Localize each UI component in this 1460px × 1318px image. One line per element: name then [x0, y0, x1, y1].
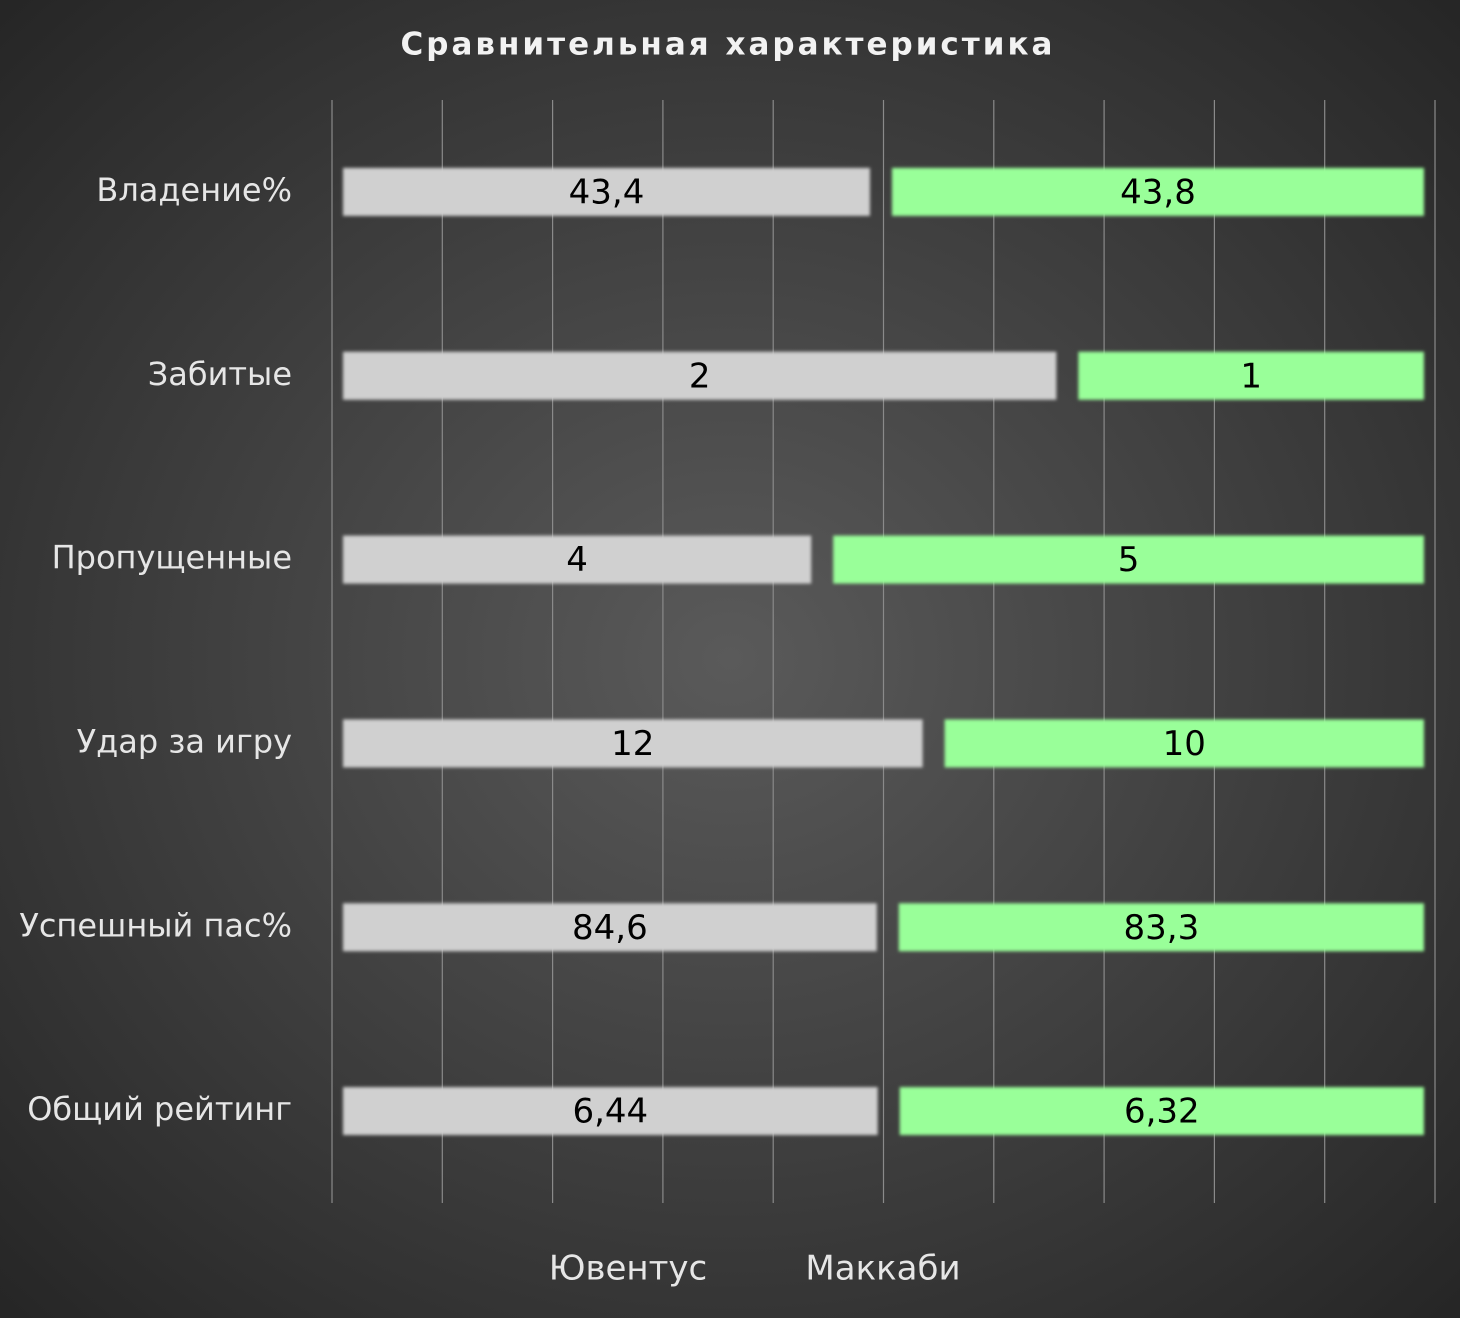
- bar-segment: [343, 903, 877, 952]
- bar-segment: [899, 1087, 1424, 1136]
- data-label: 12: [611, 724, 654, 764]
- data-label: 6,44: [572, 1092, 648, 1132]
- data-label: 4: [566, 540, 588, 580]
- bar-segment: [944, 719, 1424, 768]
- y-tick-label: Успешный пас%: [19, 906, 292, 944]
- y-tick-label: Общий рейтинг: [27, 1090, 292, 1128]
- data-label: 43,4: [569, 172, 645, 212]
- data-label: 84,6: [572, 908, 648, 948]
- data-label: 43,8: [1120, 172, 1196, 212]
- data-label: 83,3: [1124, 908, 1200, 948]
- y-tick-label: Пропущенные: [52, 539, 292, 577]
- bar-segment: [343, 1087, 878, 1136]
- bar-segment: [343, 719, 923, 768]
- y-tick-label: Забитые: [148, 355, 292, 393]
- bar-segment: [833, 535, 1424, 584]
- bar-segment: [343, 351, 1057, 400]
- legend-label: Маккаби: [805, 1249, 960, 1289]
- data-label: 6,32: [1124, 1092, 1200, 1132]
- chart-title: Сравнительная характеристика: [401, 27, 1056, 63]
- data-label: 2: [689, 356, 711, 396]
- bar-segment: [1078, 351, 1424, 400]
- bar-segment: [898, 903, 1424, 952]
- legend-label: Ювентус: [549, 1249, 708, 1289]
- data-label: 5: [1118, 540, 1140, 580]
- bar-segment: [343, 167, 870, 216]
- y-tick-label: Владение%: [96, 171, 292, 209]
- bar-segment: [891, 167, 1424, 216]
- data-label: 1: [1240, 356, 1262, 396]
- y-tick-label: Удар за игру: [77, 722, 292, 760]
- bar-segment: [343, 535, 812, 584]
- data-label: 10: [1163, 724, 1206, 764]
